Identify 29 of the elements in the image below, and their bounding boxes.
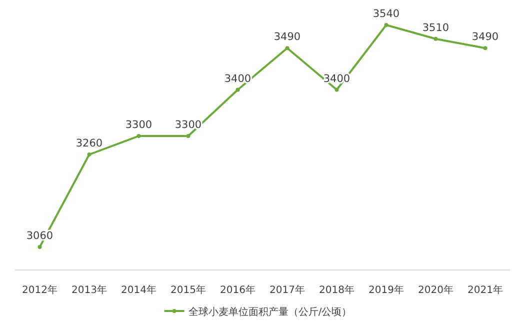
x-tick-label: 2017年 [270,284,305,296]
x-tick-label: 2013年 [72,284,107,296]
data-label: 3400 [224,72,252,85]
x-tick-label: 2015年 [170,284,206,296]
point [334,88,339,92]
point [483,46,488,50]
x-tick-label: 2012年 [22,284,58,296]
data-label: 3300 [125,119,152,131]
point [285,46,290,50]
data-label: 3540 [372,8,400,20]
x-tick-label: 2020年 [418,284,454,296]
point [38,245,42,249]
data-label: 3490 [472,31,499,44]
x-tick-label: 2021年 [468,284,503,296]
point [186,134,190,138]
point [384,23,388,27]
point [87,152,92,156]
data-label: 3510 [422,22,450,34]
point [236,88,240,92]
x-tick-label: 2016年 [220,284,256,296]
x-tick-label: 2018年 [319,284,354,296]
point [136,134,141,138]
data-label: 3260 [76,138,103,150]
legend: 全球小麦单位面积产量（公斤/公顷） [164,307,352,318]
point [434,36,438,41]
legend-label: 全球小麦单位面积产量（公斤/公顷） [188,306,352,318]
x-tick-label: 2014年 [121,284,156,296]
data-label: 3490 [274,31,301,44]
x-tick-label: 2019年 [368,284,404,296]
